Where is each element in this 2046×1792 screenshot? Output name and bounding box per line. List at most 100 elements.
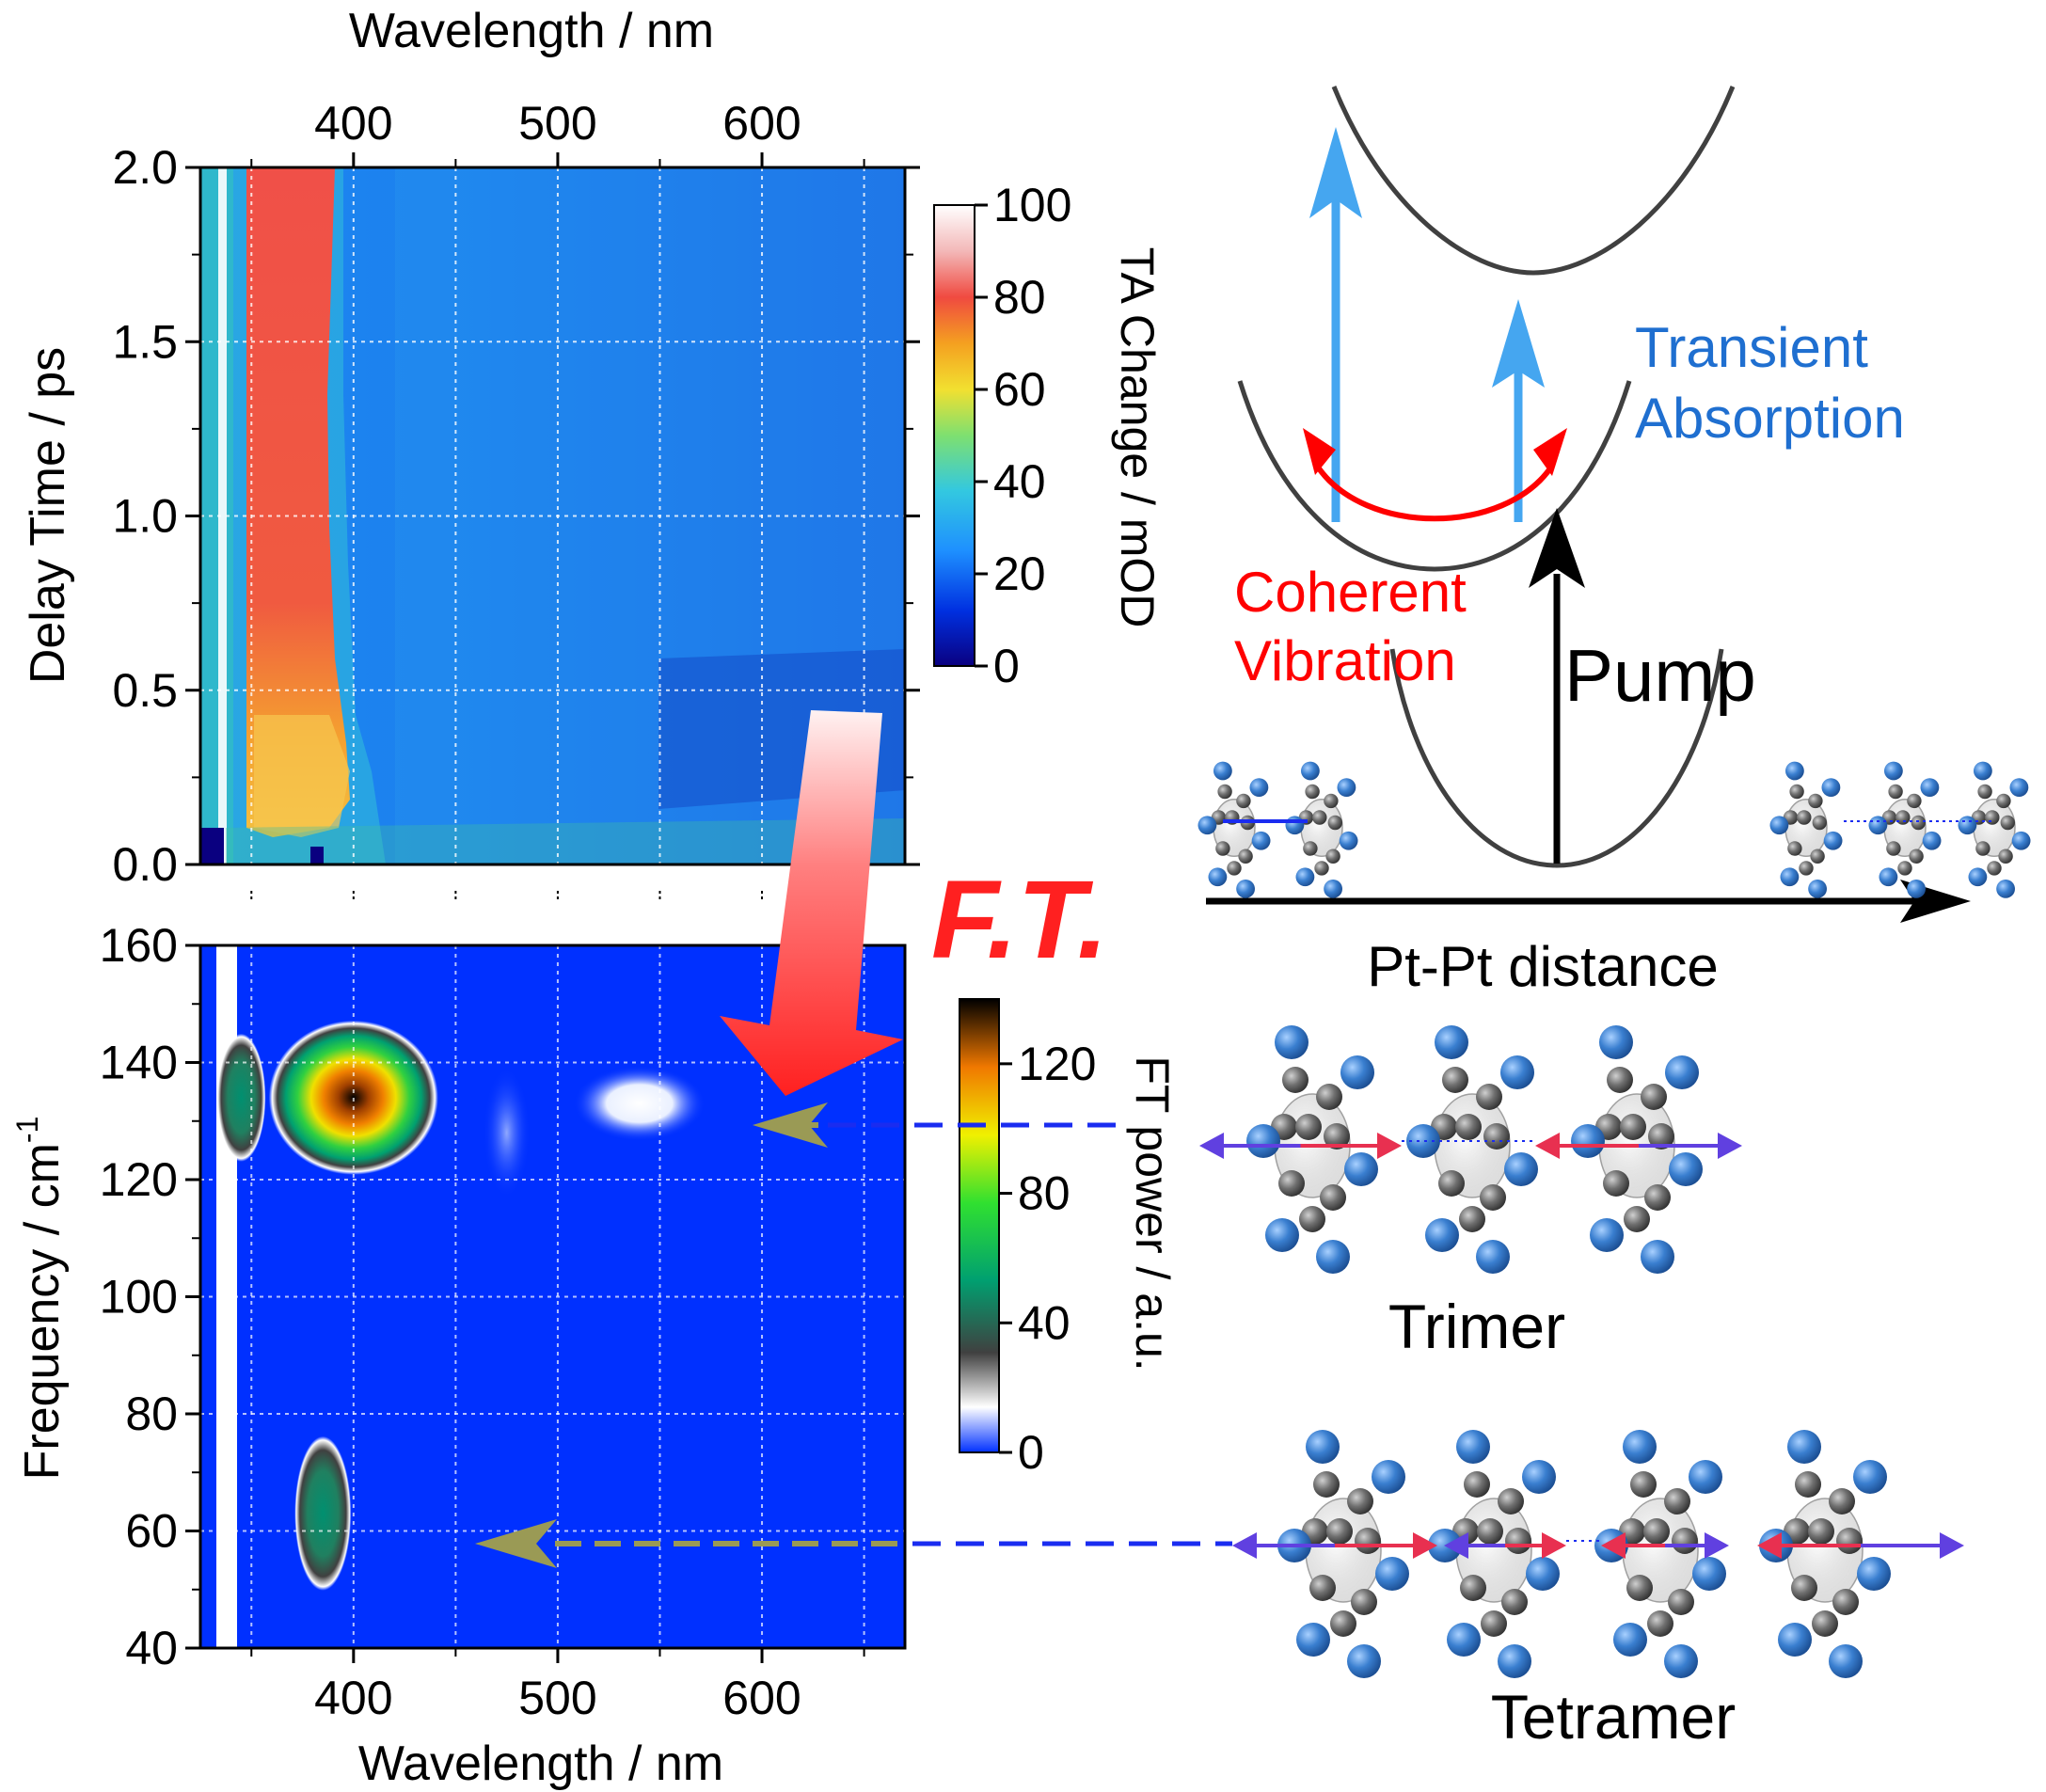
vibration-arrow-left-head [1232,1532,1257,1559]
carbon-atom [1987,861,2002,876]
ta-y-tick-label: 1.5 [112,315,178,368]
carbon-atom [1797,810,1812,825]
nitrogen-atom [1498,1644,1531,1678]
ft-peak [216,1033,266,1162]
ta-colorbar-tick-label: 20 [993,547,1046,600]
vibration-arrow-left-head [1444,1532,1468,1559]
vibration-arrow-right-head [1940,1532,1964,1559]
nitrogen-atom [1295,867,1315,887]
carbon-atom [1787,841,1802,856]
nitrogen-atom [1857,1557,1891,1591]
carbon-atom [1836,1528,1863,1554]
carbon-atom [1647,1610,1673,1637]
nitrogen-atom [1316,1240,1350,1274]
frequency-links [475,1102,1232,1568]
carbon-atom [1648,1123,1674,1150]
carbon-atom [1313,1471,1340,1498]
carbon-atom [1299,1206,1325,1232]
vibration-arrow-right-head [1542,1532,1566,1559]
vibration-arrow [1601,1532,1729,1559]
carbon-atom [1215,841,1230,856]
nitrogen-atom [1347,1644,1381,1678]
ft-colorbar-tick-label: 120 [1018,1038,1096,1090]
coherent-arrow-left-head [1303,428,1336,475]
pt-distance-label: Pt-Pt distance [1367,935,1719,998]
nitrogen-atom [1324,880,1342,898]
nitrogen-atom [1447,1623,1481,1657]
carbon-atom [2000,815,2015,831]
coherent-label-1: Coherent [1234,561,1467,624]
carbon-atom [1303,841,1318,856]
pump-label: Pump [1564,634,1756,717]
molecule [1197,761,1271,898]
ft-peak [268,1020,438,1175]
carbon-atom [1975,841,1990,856]
carbon-atom [1886,841,1901,856]
nitrogen-atom [1623,1430,1657,1464]
nitrogen-atom [2011,831,2031,850]
carbon-atom [1998,848,2013,864]
ta-x-tick-label: 600 [722,97,801,150]
carbon-atom [1664,1488,1690,1514]
nitrogen-atom [1213,761,1232,781]
ft-x-tick-label: 500 [518,1672,596,1724]
nitrogen-atom [2009,778,2029,797]
nitrogen-atom [1823,831,1843,850]
excited-curve-lower [1237,380,1632,572]
carbon-atom [1808,793,1823,809]
carbon-atom [1278,1170,1305,1197]
ta-x-axis-title: Wavelength / nm [349,4,714,58]
ft-y-tick-label: 120 [100,1153,178,1206]
molecule [1277,1430,1409,1678]
ft-peaks [216,1020,706,1591]
carbon-atom [1641,1084,1667,1110]
ft-colorbar-tick-label: 40 [1018,1296,1071,1349]
carbon-atom [1795,1471,1821,1498]
carbon-atom [1355,1528,1381,1554]
nitrogen-atom [1669,1152,1703,1186]
nitrogen-atom [1641,1240,1674,1274]
nitrogen-atom [1504,1152,1538,1186]
carbon-atom [1808,1518,1834,1545]
carbon-atom [1347,1488,1373,1514]
carbon-atom [1480,1184,1506,1211]
carbon-atom [1603,1170,1629,1197]
nitrogen-atom [1246,1124,1280,1158]
molecule [1759,1430,1891,1678]
molecule [1958,761,2031,898]
nitrogen-atom [1920,778,1940,797]
nitrogen-atom [1265,1218,1299,1252]
nitrogen-atom [1208,867,1228,887]
nitrogen-atom [1996,880,2016,898]
carbon-atom [1832,1589,1859,1615]
coherent-label-2: Vibration [1234,629,1456,692]
carbon-atom [1316,1084,1342,1110]
carbon-atom [1481,1610,1507,1637]
carbon-atom [1501,1589,1528,1615]
nitrogen-atom [1808,880,1827,898]
carbon-atom [1812,1610,1838,1637]
nitrogen-atom [1285,816,1305,835]
nitrogen-atom [1344,1152,1378,1186]
ft-y-axis-title: Frequency / cm-1 [10,1117,70,1481]
carbon-atom [1895,810,1911,825]
carbon-atom [1791,1575,1817,1601]
nitrogen-atom [1879,867,1898,887]
carbon-atom [1312,810,1327,825]
ta-axes: 0.0 0.5 1.0 1.5 2.0 400 500 600 [112,97,920,900]
nitrogen-atom [1968,867,1988,887]
ft-peak [573,1066,706,1142]
ft-colorbar-ticks: 0 40 80 120 [999,1038,1096,1479]
nitrogen-atom [1868,816,1888,835]
ft-y-tick-label: 140 [100,1037,178,1089]
carbon-atom [1911,815,1927,831]
transient-label-1: Transient [1635,316,1868,379]
carbon-atom [1977,784,1992,800]
carbon-atom [1314,861,1329,876]
carbon-atom [1607,1067,1633,1093]
ta-colorbar-scale [933,204,975,667]
carbon-atom [1909,848,1924,864]
carbon-atom [1498,1488,1524,1514]
nitrogen-atom [1476,1240,1510,1274]
vibration-arrow-right-head [1718,1133,1742,1159]
